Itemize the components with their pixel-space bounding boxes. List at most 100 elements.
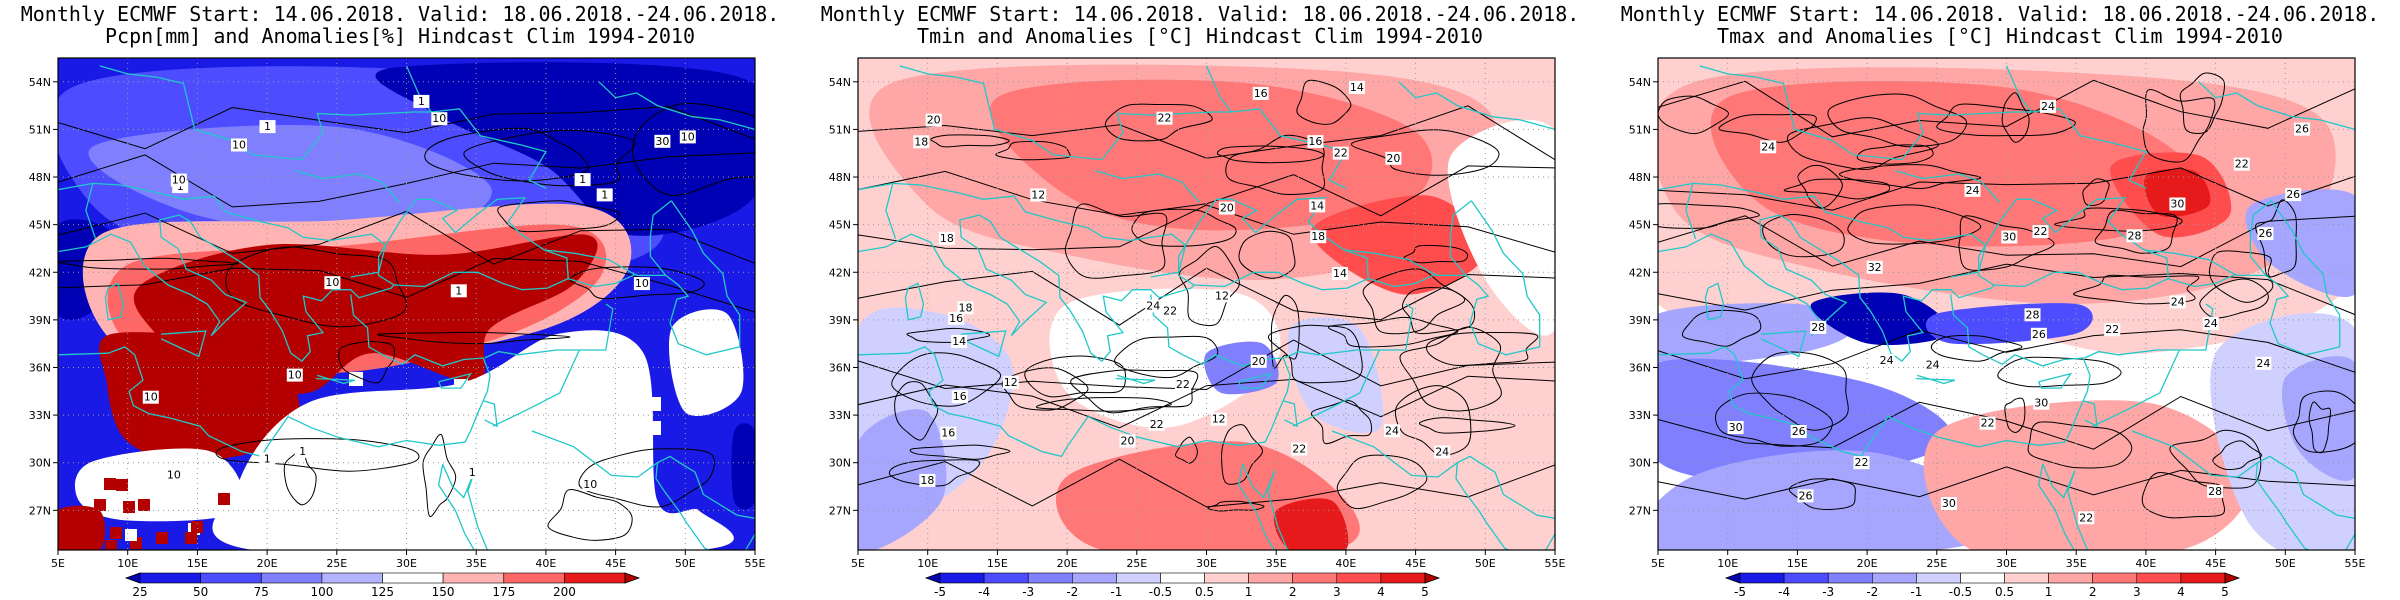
colorbar-swatch [139, 572, 201, 584]
anomaly-shading [1658, 303, 1854, 366]
climatology-contour [1783, 178, 1891, 200]
anomaly-shading [212, 330, 734, 550]
colorbar-label: -4 [978, 585, 990, 599]
lat-tick-label: 27N [29, 504, 51, 517]
contour-label-bg [2255, 356, 2272, 370]
contour-label-bg [596, 188, 613, 202]
contour-label: 10 [325, 276, 339, 289]
climatology-contour [1174, 436, 1198, 464]
contour-label: 24 [1385, 424, 1399, 437]
contour-label-bg [1727, 421, 1744, 434]
contour-label-bg [2024, 308, 2041, 322]
coastline [568, 273, 637, 288]
climatology-contour [377, 331, 571, 345]
climatology-contour [2082, 178, 2110, 206]
contour-label: 24 [1880, 354, 1894, 367]
lon-tick-label: 5E [51, 557, 65, 570]
lon-tick-label: 20E [1857, 557, 1878, 570]
anomaly-shading [1710, 81, 2192, 247]
coastline [315, 374, 356, 385]
climatology-contour [225, 246, 408, 328]
colorbar-label: 2 [2089, 585, 2097, 599]
contour-label-bg [413, 94, 430, 108]
lat-tick-label: 42N [829, 266, 851, 279]
coastline [1094, 170, 1200, 203]
contour-label-bg [2040, 99, 2056, 113]
climatology-contour [1426, 331, 1539, 367]
map-plot-area: 1010101010111103011101011010111 [58, 58, 755, 550]
climatology-contour [1070, 369, 1199, 414]
contour-label: 28 [2128, 229, 2142, 242]
coastline [1658, 314, 2091, 458]
lat-tick-label: 30N [829, 457, 851, 470]
missing-data-cell [636, 515, 650, 529]
climatology-contour [2141, 472, 2226, 519]
coastline [2257, 455, 2355, 519]
coastline [1242, 464, 1289, 550]
contour-label-bg [2126, 229, 2143, 243]
coastline [294, 170, 400, 203]
climatology-contour [547, 488, 633, 541]
precipitation-panel: Monthly ECMWF Start: 14.06.2018. Valid: … [0, 0, 800, 600]
coastline [2131, 430, 2258, 478]
contour-label: 22 [1855, 456, 1869, 469]
climatology-contour [1827, 93, 1968, 148]
lon-tick-label: 30E [396, 557, 417, 570]
contour-label-bg [450, 284, 467, 298]
colorbar-swatch [1292, 572, 1338, 584]
grid-cell [175, 506, 187, 518]
contour-label: 26 [1799, 489, 1813, 502]
contour-label: 16 [1254, 87, 1268, 100]
coastline [1794, 108, 2147, 189]
lon-tick-label: 15E [987, 557, 1008, 570]
missing-data-cell [382, 405, 396, 419]
contour-label-bg [431, 112, 448, 126]
colorbar-label: -4 [1778, 585, 1790, 599]
coastline [655, 462, 688, 524]
contour-label: 24 [1926, 358, 1940, 371]
lat-tick-label: 39N [829, 314, 851, 327]
contour-label-bg [948, 311, 965, 325]
map-plot-area: 1412141612141820161214162218181612222024… [858, 58, 1555, 550]
grid-cell [94, 499, 106, 511]
coastline [2092, 349, 2180, 427]
colorbar: 25 50 75 100 125 150 175 200 [124, 572, 641, 599]
colorbar-label: -3 [1022, 585, 1034, 599]
contour-label: 22 [2105, 323, 2119, 336]
contour-label: 24 [1435, 446, 1449, 459]
colorbar-swatch [2136, 572, 2182, 584]
lat-tick-label: 51N [1629, 123, 1651, 136]
coastline [899, 65, 996, 130]
coastline [1398, 81, 1555, 131]
climatology-contour [1958, 215, 2055, 271]
lat-tick-label: 33N [829, 409, 851, 422]
colorbar-swatch [1336, 572, 1382, 584]
lat-tick-label: 48N [1629, 171, 1651, 184]
climatology-contour [1658, 167, 2355, 211]
climatology-contour [1936, 103, 2076, 137]
contour-label-bg [1307, 135, 1324, 149]
contour-label-bg [2078, 511, 2095, 525]
anomaly-shading [99, 332, 300, 462]
lat-tick-label: 27N [1629, 504, 1651, 517]
climatology-contour [1718, 113, 1817, 143]
coastline [484, 303, 614, 359]
contour-label: 24 [2204, 317, 2218, 330]
colorbar-label: 125 [371, 585, 394, 599]
missing-data-cell [346, 538, 360, 550]
contour-label: 10 [144, 391, 158, 404]
climatology-contour [1225, 134, 1326, 195]
coastline [2037, 464, 2075, 550]
climatology-contour [2054, 207, 2183, 232]
contour-label: 28 [2208, 485, 2222, 498]
contour-label-bg [1940, 497, 1957, 510]
contour-label: 26 [1792, 425, 1806, 438]
colorbar-label: 50 [193, 585, 208, 599]
grid-cell [218, 493, 230, 505]
lon-tick-label: 15E [1787, 557, 1808, 570]
coastline [904, 282, 925, 321]
contour-label: 28 [1811, 321, 1825, 334]
lon-tick-label: 5E [851, 557, 865, 570]
lon-tick-label: 25E [1926, 557, 1947, 570]
coastline [858, 314, 1291, 458]
